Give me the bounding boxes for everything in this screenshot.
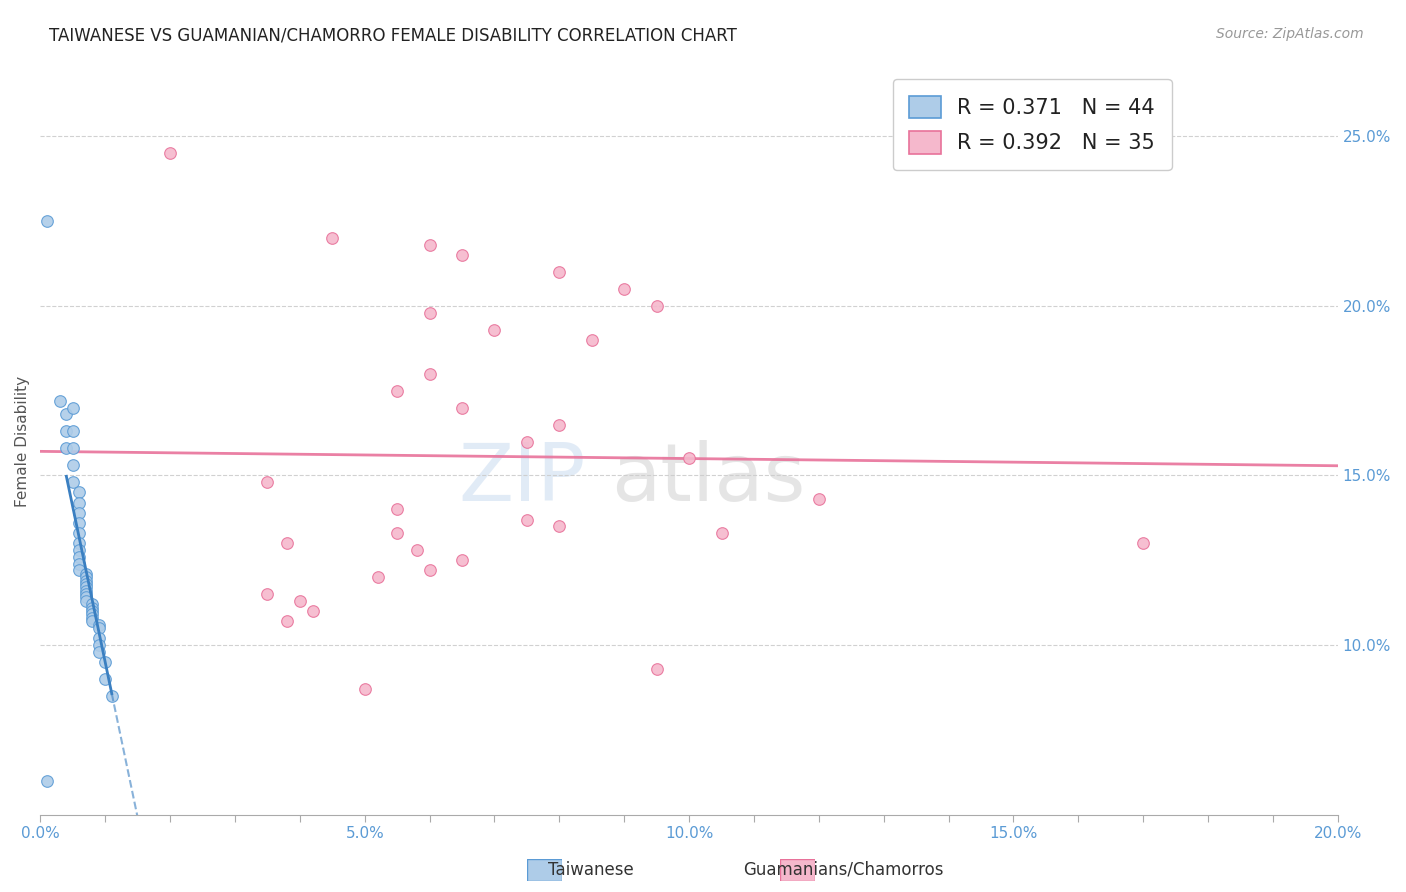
Point — [321, 231, 343, 245]
Point — [67, 536, 90, 550]
Point — [75, 580, 97, 594]
Point — [75, 587, 97, 601]
Point — [55, 408, 77, 422]
Point — [87, 617, 110, 632]
Point — [75, 594, 97, 608]
Point — [75, 591, 97, 605]
Point — [710, 526, 733, 541]
Point — [367, 570, 389, 584]
Point — [419, 237, 441, 252]
Point — [62, 425, 84, 439]
Point — [75, 566, 97, 581]
Point — [67, 543, 90, 558]
Point — [67, 506, 90, 520]
Point — [75, 574, 97, 588]
Point — [87, 645, 110, 659]
Text: Source: ZipAtlas.com: Source: ZipAtlas.com — [1216, 27, 1364, 41]
Point — [49, 393, 72, 408]
Point — [548, 417, 571, 432]
Point — [419, 367, 441, 381]
Point — [35, 214, 58, 228]
Point — [288, 594, 311, 608]
Point — [256, 587, 278, 601]
Point — [419, 563, 441, 577]
Point — [581, 333, 603, 347]
Point — [451, 248, 474, 262]
Point — [678, 451, 700, 466]
Text: TAIWANESE VS GUAMANIAN/CHAMORRO FEMALE DISABILITY CORRELATION CHART: TAIWANESE VS GUAMANIAN/CHAMORRO FEMALE D… — [49, 27, 737, 45]
Point — [516, 434, 538, 449]
Point — [87, 621, 110, 635]
Point — [62, 458, 84, 473]
Legend: R = 0.371   N = 44, R = 0.392   N = 35: R = 0.371 N = 44, R = 0.392 N = 35 — [893, 78, 1171, 170]
Point — [75, 570, 97, 584]
Point — [62, 442, 84, 456]
Point — [62, 475, 84, 490]
Point — [100, 689, 122, 703]
Point — [82, 600, 104, 615]
Point — [548, 519, 571, 533]
Point — [67, 495, 90, 509]
Point — [82, 607, 104, 622]
Point — [451, 553, 474, 567]
Point — [256, 475, 278, 490]
Point — [451, 401, 474, 415]
Point — [159, 146, 181, 161]
Text: Guamanians/Chamorros: Guamanians/Chamorros — [744, 861, 943, 879]
Point — [55, 442, 77, 456]
Point — [645, 299, 668, 313]
Point — [645, 662, 668, 676]
Point — [67, 526, 90, 541]
Point — [516, 512, 538, 526]
Point — [613, 282, 636, 296]
Point — [55, 425, 77, 439]
Y-axis label: Female Disability: Female Disability — [15, 376, 30, 507]
Text: atlas: atlas — [612, 440, 806, 518]
Point — [484, 323, 506, 337]
Point — [1132, 536, 1154, 550]
Point — [385, 502, 408, 516]
Point — [67, 549, 90, 564]
Point — [385, 384, 408, 398]
Point — [548, 265, 571, 279]
Point — [82, 597, 104, 611]
Point — [87, 638, 110, 652]
Text: ZIP: ZIP — [458, 440, 585, 518]
Point — [67, 557, 90, 571]
Point — [405, 543, 427, 558]
Point — [82, 614, 104, 628]
Point — [94, 655, 117, 669]
Point — [276, 536, 298, 550]
Point — [353, 681, 375, 696]
Text: Taiwanese: Taiwanese — [548, 861, 633, 879]
Point — [82, 611, 104, 625]
Point — [67, 485, 90, 500]
Point — [67, 516, 90, 530]
Point — [35, 773, 58, 788]
Point — [62, 401, 84, 415]
Point — [87, 631, 110, 645]
Point — [276, 614, 298, 628]
Point — [419, 306, 441, 320]
Point — [385, 526, 408, 541]
Point — [82, 604, 104, 618]
Point — [94, 672, 117, 686]
Point — [75, 577, 97, 591]
Point — [75, 583, 97, 598]
Point — [302, 604, 325, 618]
Point — [807, 492, 830, 507]
Point — [67, 563, 90, 577]
